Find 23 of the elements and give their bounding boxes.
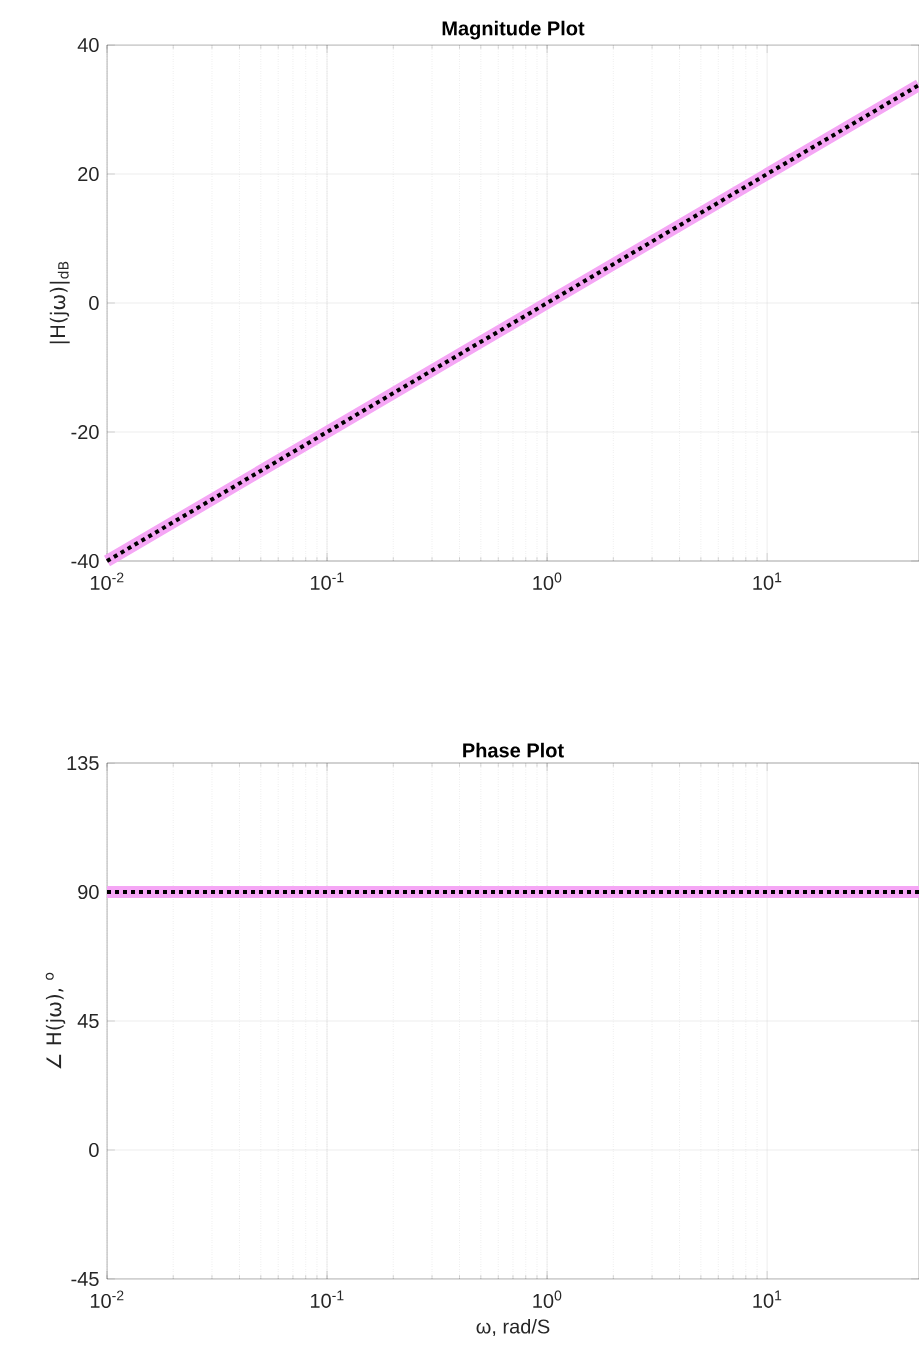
y-tick-label: 0 bbox=[89, 295, 99, 311]
y-axis-title: ∠ H(jω), $^{o}$ bbox=[45, 972, 66, 1069]
y-tick-label: 135 bbox=[67, 755, 99, 771]
x-tick-label: 10$^{-2}$ bbox=[90, 572, 124, 591]
y-tick-label: 40 bbox=[77, 37, 99, 53]
x-tick-label: 10$^{0}$ bbox=[533, 572, 562, 591]
y-tick-label: 45 bbox=[77, 1014, 99, 1028]
x-tick-label: 10$^{1}$ bbox=[753, 1290, 782, 1308]
y-tick-label: 90 bbox=[78, 884, 99, 900]
x-tick-label: 10$^{-1}$ bbox=[310, 572, 344, 590]
y-tick-label: 0 bbox=[89, 1142, 99, 1158]
y-axis-title: |H(jω)|$_{dB}$ bbox=[49, 261, 70, 344]
x-tick-label: 10$^{-1}$ bbox=[310, 1290, 344, 1308]
x-tick-label: 10$^{1}$ bbox=[753, 572, 782, 590]
chart-title: Phase Plot bbox=[463, 742, 564, 758]
y-tick-label: -45 bbox=[71, 1272, 99, 1286]
x-tick-label: 10$^{0}$ bbox=[533, 1290, 562, 1309]
x-axis-title: ω, rad/S bbox=[476, 1318, 550, 1336]
chart-title: Magnitude Plot bbox=[442, 20, 585, 40]
y-tick-label: 20 bbox=[78, 166, 99, 182]
y-tick-label: -40 bbox=[71, 553, 99, 569]
x-tick-label: 10$^{-2}$ bbox=[90, 1290, 124, 1309]
y-tick-label: -20 bbox=[71, 424, 99, 440]
